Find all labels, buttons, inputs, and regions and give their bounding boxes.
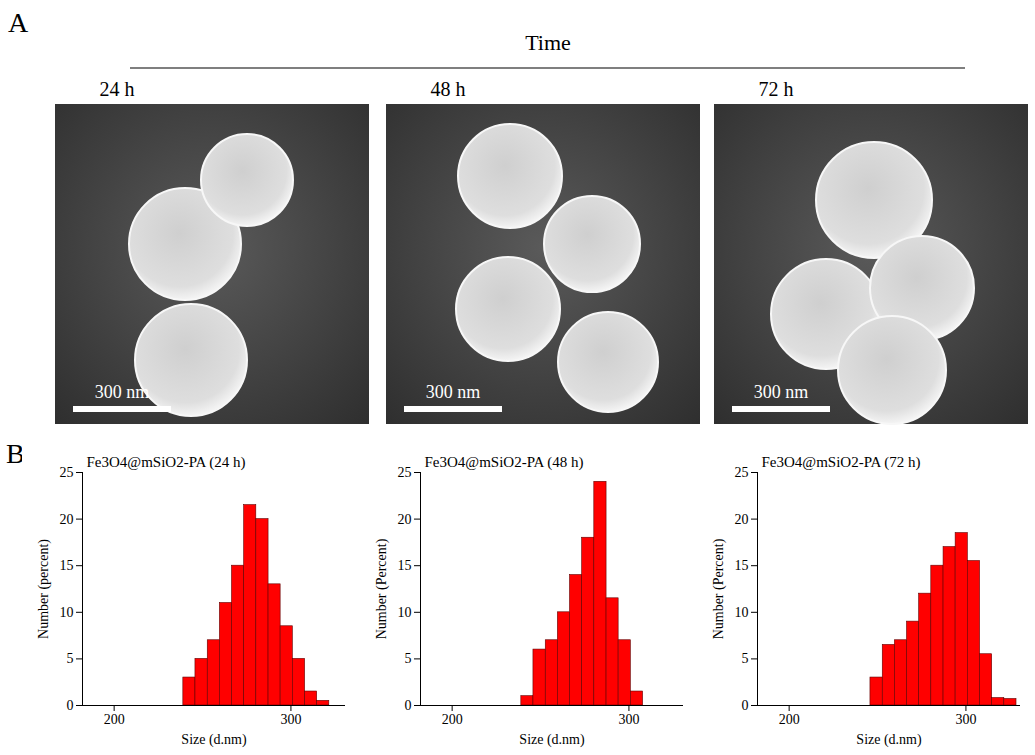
svg-text:20: 20 (60, 512, 74, 527)
svg-text:15: 15 (398, 558, 412, 573)
svg-text:200: 200 (104, 712, 125, 727)
svg-text:Number (percent): Number (percent) (36, 539, 52, 639)
svg-text:Time: Time (525, 30, 571, 55)
svg-text:300 nm: 300 nm (754, 382, 809, 402)
svg-text:0: 0 (742, 698, 749, 713)
svg-text:0: 0 (405, 698, 412, 713)
svg-text:300: 300 (955, 712, 976, 727)
svg-text:300: 300 (618, 712, 639, 727)
svg-text:200: 200 (442, 712, 463, 727)
svg-text:Size (d.nm): Size (d.nm) (519, 732, 585, 748)
svg-text:300: 300 (280, 712, 301, 727)
svg-text:15: 15 (60, 558, 74, 573)
svg-text:Size (d.nm): Size (d.nm) (181, 732, 247, 748)
svg-text:10: 10 (398, 605, 412, 620)
html-text:B: B (6, 438, 25, 469)
svg-text:10: 10 (735, 605, 749, 620)
svg-text:Fe3O4@mSiO2-PA (72 h): Fe3O4@mSiO2-PA (72 h) (762, 454, 921, 471)
svg-text:200: 200 (779, 712, 800, 727)
svg-text:25: 25 (735, 465, 749, 480)
svg-text:A: A (8, 7, 29, 38)
svg-text:Number (Percent): Number (Percent) (374, 538, 390, 639)
svg-text:72 h: 72 h (759, 78, 794, 100)
svg-text:Fe3O4@mSiO2-PA (48 h): Fe3O4@mSiO2-PA (48 h) (425, 454, 584, 471)
svg-text:24 h: 24 h (100, 78, 135, 100)
svg-text:300 nm: 300 nm (426, 382, 481, 402)
svg-text:20: 20 (398, 512, 412, 527)
svg-text:25: 25 (398, 465, 412, 480)
svg-text:15: 15 (735, 558, 749, 573)
svg-text:20: 20 (735, 512, 749, 527)
svg-text:300 nm: 300 nm (95, 382, 150, 402)
svg-text:48 h: 48 h (431, 78, 466, 100)
svg-text:Fe3O4@mSiO2-PA (24 h): Fe3O4@mSiO2-PA (24 h) (87, 454, 246, 471)
svg-text:0: 0 (67, 698, 74, 713)
svg-text:5: 5 (405, 651, 412, 666)
svg-text:25: 25 (60, 465, 74, 480)
svg-text:Number (Percent): Number (Percent) (711, 538, 727, 639)
svg-text:Size (d.nm): Size (d.nm) (856, 732, 922, 748)
svg-text:5: 5 (742, 651, 749, 666)
svg-text:5: 5 (67, 651, 74, 666)
svg-text:10: 10 (60, 605, 74, 620)
